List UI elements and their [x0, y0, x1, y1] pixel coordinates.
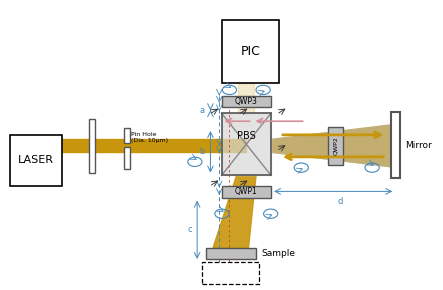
Bar: [328, 127, 343, 165]
Text: Mirror: Mirror: [405, 141, 431, 150]
Text: QWP2: QWP2: [333, 137, 338, 155]
Text: b: b: [200, 147, 205, 156]
Polygon shape: [271, 125, 391, 167]
Text: d: d: [337, 197, 342, 206]
Bar: [222, 186, 271, 198]
Text: LASER: LASER: [18, 155, 54, 165]
Bar: [391, 112, 400, 178]
Text: QWP1: QWP1: [235, 187, 258, 197]
Bar: [124, 128, 130, 143]
Bar: [206, 248, 256, 259]
Polygon shape: [213, 175, 256, 248]
Text: c: c: [187, 225, 192, 234]
Bar: [222, 20, 279, 83]
Text: Pin Hole
(Dia. 10μm): Pin Hole (Dia. 10μm): [131, 132, 168, 143]
Text: QWP3: QWP3: [235, 97, 258, 106]
Text: PBS: PBS: [237, 130, 256, 141]
Polygon shape: [238, 83, 254, 113]
Bar: [222, 113, 271, 175]
Polygon shape: [222, 113, 271, 175]
Text: Sample: Sample: [261, 249, 295, 258]
Text: a: a: [200, 106, 205, 115]
Bar: [10, 135, 62, 186]
Polygon shape: [271, 125, 391, 167]
Text: PIC: PIC: [241, 45, 260, 58]
Bar: [124, 147, 130, 169]
Bar: [89, 119, 95, 173]
Bar: [222, 96, 271, 107]
Bar: [202, 262, 259, 284]
